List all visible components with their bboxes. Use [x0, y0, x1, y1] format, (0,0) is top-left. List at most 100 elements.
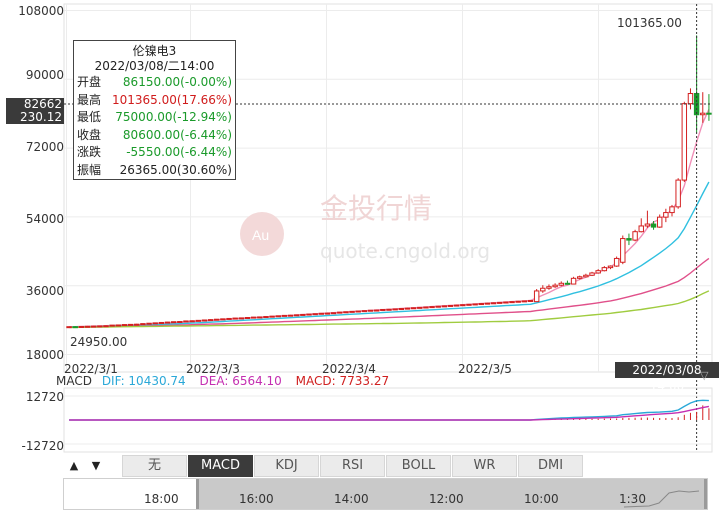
candle-body: [103, 325, 109, 328]
candle-body: [552, 284, 558, 288]
tab-kdj[interactable]: KDJ: [254, 455, 319, 477]
info-key: 涨跌: [77, 145, 102, 159]
candle-body: [300, 313, 306, 316]
candle-body: [503, 301, 509, 304]
tab-wr[interactable]: WR: [452, 455, 517, 477]
y-tick-label: 36000: [25, 284, 64, 298]
candle-body: [589, 272, 595, 276]
candle-body: [392, 308, 398, 311]
tab-none[interactable]: 无: [122, 455, 187, 477]
info-row-amplitude: 振幅 26365.00(30.60%): [74, 162, 235, 180]
y-tick-label: 18000: [25, 348, 64, 362]
low-price-label: 24950.00: [70, 335, 128, 349]
candle-body: [595, 270, 601, 274]
crosshair-date-label: 2022/03/08 14:00: [615, 362, 719, 393]
candle-body: [484, 302, 491, 305]
candle-body: [201, 319, 208, 322]
ma-line-ma20: [69, 257, 710, 328]
timeline-label: 18:00: [144, 492, 179, 506]
candle-body: [90, 325, 97, 328]
candle-body: [330, 312, 337, 315]
candle-body: [343, 311, 349, 314]
candle-body: [404, 307, 411, 310]
candle-body: [638, 225, 644, 233]
watermark-url: quote.cngold.org: [320, 239, 490, 263]
tab-macd[interactable]: MACD: [188, 455, 253, 477]
candle-body: [312, 313, 318, 316]
candle-body: [435, 305, 441, 308]
candle-body: [84, 325, 91, 328]
candle-body: [152, 322, 158, 325]
candle-body: [577, 276, 583, 279]
tab-dmi[interactable]: DMI: [518, 455, 583, 477]
previous-button[interactable]: ▲: [69, 459, 79, 472]
indicator-toolbar: ▲ ▼ 无 MACD KDJ RSI BOLL WR DMI: [63, 455, 583, 477]
candle-body: [78, 325, 85, 328]
candle-body: [250, 316, 257, 319]
candle-body: [460, 304, 466, 307]
candle-body: [632, 231, 638, 241]
timeline-label: 10:00: [524, 492, 559, 506]
macd-value: MACD: 7733.27: [295, 374, 390, 388]
candle-body: [429, 306, 435, 309]
timeline-label: 16:00: [239, 492, 274, 506]
info-value: 86150.00(-0.00%): [122, 75, 232, 89]
info-datetime: 2022/03/08/二14:00: [94, 59, 215, 73]
y-tick-label: 54000: [25, 212, 64, 226]
candle-body: [177, 321, 183, 324]
ma-line-ma60: [69, 290, 710, 329]
crosshair-price-box: 82662 230.12: [6, 98, 64, 124]
candle-body: [583, 274, 589, 278]
chevron-down-icon[interactable]: ▽: [700, 369, 709, 382]
crosshair-price: 82662: [23, 98, 62, 111]
macd-y-tick-label: 12720: [25, 390, 64, 404]
timeline-right-handle[interactable]: [704, 479, 707, 509]
timeline-label: 14:00: [334, 492, 369, 506]
candle-body: [472, 303, 478, 306]
next-button[interactable]: ▼: [91, 459, 101, 472]
candle-body: [410, 307, 417, 310]
candle-body: [509, 301, 515, 304]
y-tick-label: 108000: [18, 4, 64, 18]
candle-body: [355, 310, 361, 313]
candle-body: [497, 301, 503, 304]
candle-body: [386, 308, 392, 311]
candle-body: [170, 321, 177, 324]
candle-body: [140, 323, 146, 326]
candle-body: [558, 282, 564, 286]
candle-body: [706, 112, 712, 115]
timeline-selection[interactable]: [198, 479, 708, 509]
candle-body: [306, 313, 312, 316]
candle-body: [447, 304, 454, 307]
candle-body: [669, 206, 675, 214]
info-key: 振幅: [77, 162, 102, 177]
peak-price-label: 101365.00: [617, 16, 682, 30]
candle-body: [564, 282, 571, 285]
candle-body: [109, 324, 115, 327]
ohlc-info-panel: 伦镍电3 2022/03/08/二14:00 开盘 86150.00(-0.00%…: [73, 40, 236, 180]
candle-body: [417, 306, 423, 309]
candle-body: [337, 311, 343, 314]
candle-body: [373, 309, 380, 312]
timeline-left-handle[interactable]: [196, 479, 199, 509]
candle-body: [318, 312, 325, 315]
tab-rsi[interactable]: RSI: [320, 455, 385, 477]
macd-legend: MACD DIF: 10430.74 DEA: 6564.10 MACD: 77…: [56, 374, 389, 388]
candle-body: [244, 316, 251, 319]
candle-body: [269, 315, 275, 318]
candle-body: [127, 323, 134, 326]
macd-frame: [63, 387, 713, 453]
candle-body: [324, 312, 331, 315]
candle-body: [546, 286, 552, 289]
y-tick-label: 90000: [25, 68, 64, 82]
macd-y-tick-label: -12720: [21, 439, 64, 453]
candle-body: [601, 267, 608, 272]
tab-boll[interactable]: BOLL: [386, 455, 451, 477]
candle-body: [626, 238, 632, 241]
timeline-scroller[interactable]: 18:00 16:00 14:00 12:00 10:00 1:30: [63, 478, 708, 510]
candle-body: [238, 317, 245, 320]
candle-body: [367, 309, 374, 312]
info-value: 75000.00(-12.94%): [115, 110, 232, 124]
info-row-open: 开盘 86150.00(-0.00%): [74, 74, 235, 92]
